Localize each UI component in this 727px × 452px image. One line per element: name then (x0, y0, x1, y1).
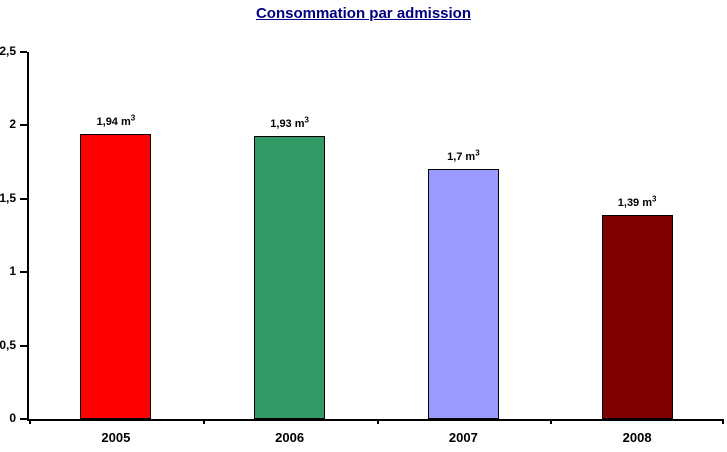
bar-value-label: 1,94 m3 (46, 113, 186, 129)
x-axis-tick (722, 419, 724, 424)
x-tick-label: 2007 (448, 430, 478, 445)
chart-title: Consommation par admission (255, 5, 472, 22)
bar-value-text: 1,94 m (96, 116, 131, 129)
x-tick-label: 2008 (622, 430, 652, 445)
bar (601, 214, 673, 419)
bar (427, 169, 499, 419)
y-tick-label: 0 (9, 411, 16, 425)
bar-value-exponent: 3 (652, 194, 657, 204)
bar-value-label: 1,7 m3 (393, 148, 533, 164)
bar-value-exponent: 3 (475, 148, 480, 158)
x-axis-tick (202, 419, 205, 424)
bar-value-label: 1,39 m3 (567, 194, 707, 209)
y-tick-label: 2 (9, 117, 16, 132)
bar-value-exponent: 3 (130, 113, 136, 123)
y-axis-tick (20, 197, 27, 200)
y-tick-label: 0,5 (0, 337, 16, 352)
y-axis-tick (20, 344, 27, 347)
bar-value-text: 1,93 m (270, 117, 305, 130)
y-axis-tick (20, 124, 27, 127)
y-axis-tick (20, 271, 27, 274)
y-tick-label: 1,5 (0, 190, 16, 205)
x-tick-label: 2005 (101, 430, 131, 445)
x-axis-tick (376, 419, 379, 424)
bar-value-text: 1,7 m (447, 151, 476, 164)
y-axis-tick (20, 418, 27, 420)
bar-value-label: 1,93 m3 (220, 115, 360, 130)
bar-value-exponent: 3 (304, 115, 309, 125)
plot-area: 0 0,5 1 1,5 2 2,5 1,94 m3 2005 1,93 m3 2006 1,7 m3… (0, 44, 724, 445)
y-tick-label: 2,5 (0, 44, 16, 58)
bar (80, 134, 152, 419)
x-axis-tick (29, 419, 31, 424)
bar-value-text: 1,39 m (617, 196, 653, 209)
y-tick-label: 1 (9, 264, 16, 279)
bar (254, 135, 326, 419)
x-axis-tick (550, 419, 553, 424)
y-axis-tick (20, 51, 27, 53)
x-tick-label: 2006 (275, 430, 305, 445)
